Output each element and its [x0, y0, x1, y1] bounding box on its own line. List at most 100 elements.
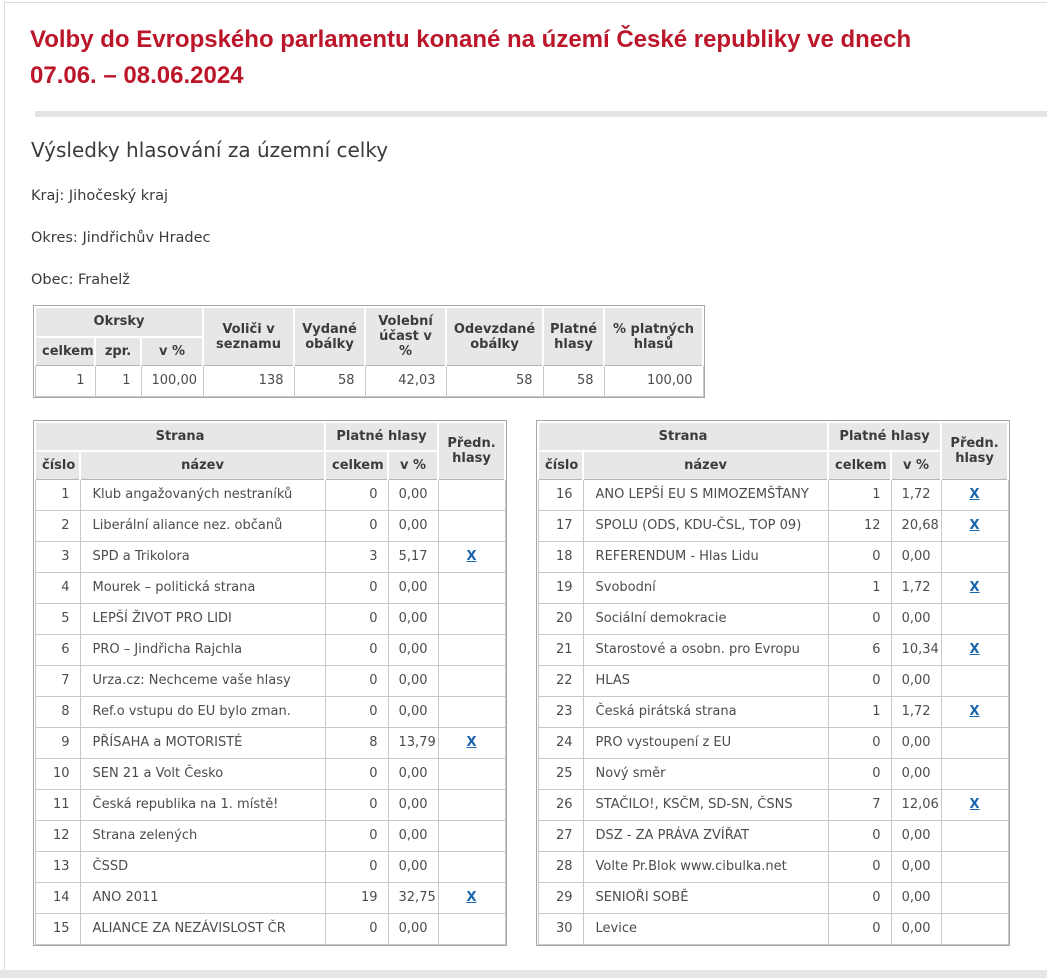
party-name: LEPŠÍ ŽIVOT PRO LIDI [79, 603, 326, 635]
summary-table: Okrsky Voliči v seznamu Vydané obálky Vo… [33, 305, 705, 398]
pref-votes-cell [437, 851, 506, 883]
party-name: STAČILO!, KSČM, SD-SN, ČSNS [582, 789, 829, 821]
table-row: 18 REFERENDUM - Hlas Lidu 0 0,00 [537, 541, 1009, 573]
pref-votes-cell [437, 572, 506, 604]
party-name: Liberální aliance nez. občanů [79, 510, 326, 542]
page-title: Volby do Evropského parlamentu konané na… [30, 22, 1047, 94]
region-okres: Okres: Jindřichův Hradec [31, 230, 1047, 246]
party-number: 10 [34, 758, 81, 790]
party-number: 6 [34, 634, 81, 666]
pref-votes-cell [437, 696, 506, 728]
party-percent: 0,00 [387, 758, 439, 790]
party-percent: 0,00 [387, 572, 439, 604]
pref-votes-cell: X [940, 572, 1009, 604]
party-percent: 20,68 [890, 510, 942, 542]
okrsky-v-pct-value: 100,00 [140, 365, 204, 397]
pref-votes-cell: X [940, 479, 1009, 511]
page-title-line1: Volby do Evropského parlamentu konané na… [30, 26, 912, 53]
party-votes: 0 [827, 851, 892, 883]
preferential-votes-link[interactable]: X [466, 890, 477, 905]
party-number: 5 [34, 603, 81, 635]
party-name: ANO LEPŠÍ EU S MIMOZEMŠŤANY [582, 479, 829, 511]
party-number: 3 [34, 541, 81, 573]
pref-votes-cell [940, 913, 1009, 945]
pref-votes-cell: X [940, 789, 1009, 821]
party-votes: 0 [324, 913, 389, 945]
party-percent: 0,00 [387, 603, 439, 635]
pref-votes-cell [940, 851, 1009, 883]
table-row: 15 ALIANCE ZA NEZÁVISLOST ČR 0 0,00 [34, 913, 506, 945]
preferential-votes-link[interactable]: X [969, 580, 980, 595]
party-votes: 0 [827, 727, 892, 759]
table-row: 14 ANO 2011 19 32,75 X [34, 882, 506, 914]
col-volici-v-seznamu: Voliči v seznamu [202, 306, 295, 366]
party-name: Strana zelených [79, 820, 326, 852]
table-row: 6 PRO – Jindřicha Rajchla 0 0,00 [34, 634, 506, 666]
party-percent: 5,17 [387, 541, 439, 573]
col-cislo: číslo [34, 450, 81, 480]
table-row: 4 Mourek – politická strana 0 0,00 [34, 572, 506, 604]
party-votes: 0 [827, 541, 892, 573]
table-row: 22 HLAS 0 0,00 [537, 665, 1009, 697]
pref-votes-cell [940, 882, 1009, 914]
preferential-votes-link[interactable]: X [466, 549, 477, 564]
party-number: 12 [34, 820, 81, 852]
party-name: PRO – Jindřicha Rajchla [79, 634, 326, 666]
table-row: 19 Svobodní 1 1,72 X [537, 572, 1009, 604]
party-number: 17 [537, 510, 584, 542]
preferential-votes-link[interactable]: X [969, 518, 980, 533]
col-platne-hlasy: Platné hlasy [827, 421, 943, 452]
preferential-votes-link[interactable]: X [969, 704, 980, 719]
party-name: Sociální demokracie [582, 603, 829, 635]
party-votes: 0 [324, 479, 389, 511]
party-votes: 1 [827, 572, 892, 604]
col-strana: Strana [33, 421, 327, 452]
col-cislo: číslo [537, 450, 585, 480]
col-nazev: název [78, 450, 327, 480]
party-percent: 0,00 [890, 820, 942, 852]
party-number: 22 [537, 665, 584, 697]
party-name: PŘÍSAHA a MOTORISTÉ [79, 727, 326, 759]
col-nazev: název [582, 450, 830, 480]
preferential-votes-link[interactable]: X [969, 487, 980, 502]
party-table-right: Strana Platné hlasy Předn. hlasy číslo n… [536, 420, 1011, 946]
col-predn-hlasy: Předn. hlasy [940, 421, 1010, 480]
party-tables-row: Strana Platné hlasy Předn. hlasy číslo n… [33, 420, 1047, 946]
party-name: DSZ - ZA PRÁVA ZVÍŘAT [582, 820, 829, 852]
volebni-ucast-value: 42,03 [364, 365, 447, 397]
party-name: HLAS [582, 665, 829, 697]
table-row: 9 PŘÍSAHA a MOTORISTÉ 8 13,79 X [34, 727, 506, 759]
party-number: 28 [537, 851, 584, 883]
party-name: Svobodní [582, 572, 829, 604]
summary-header-row-2: celkem zpr. v % [34, 335, 703, 366]
party-name: REFERENDUM - Hlas Lidu [582, 541, 829, 573]
region-obec: Obec: Frahelž [31, 272, 1047, 288]
party-percent: 1,72 [890, 572, 942, 604]
col-okrsky-zpr: zpr. [94, 335, 142, 366]
vydane-obalky-value: 58 [293, 365, 366, 397]
table-row: 29 SENIOŘI SOBĚ 0 0,00 [537, 882, 1009, 914]
party-name: Urza.cz: Nechceme vaše hlasy [79, 665, 326, 697]
preferential-votes-link[interactable]: X [969, 642, 980, 657]
table-row: 3 SPD a Trikolora 3 5,17 X [34, 541, 506, 573]
pref-votes-cell [940, 758, 1009, 790]
party-percent: 32,75 [387, 882, 439, 914]
party-percent: 0,00 [387, 820, 439, 852]
party-name: SENIOŘI SOBĚ [582, 882, 829, 914]
party-header-row-2: číslo název celkem v % [34, 450, 505, 480]
party-votes: 0 [827, 603, 892, 635]
preferential-votes-link[interactable]: X [969, 797, 980, 812]
pref-votes-cell [940, 665, 1009, 697]
party-percent: 0,00 [890, 541, 942, 573]
party-number: 4 [34, 572, 81, 604]
preferential-votes-link[interactable]: X [466, 735, 477, 750]
pref-votes-cell: X [437, 541, 506, 573]
party-number: 8 [34, 696, 81, 728]
party-percent: 0,00 [890, 758, 942, 790]
party-votes: 0 [324, 603, 389, 635]
party-votes: 0 [324, 820, 389, 852]
odevzdane-obalky-value: 58 [445, 365, 544, 397]
party-header-row-1: Strana Platné hlasy Předn. hlasy [33, 421, 507, 480]
party-percent: 0,00 [890, 851, 942, 883]
party-votes: 0 [827, 820, 892, 852]
